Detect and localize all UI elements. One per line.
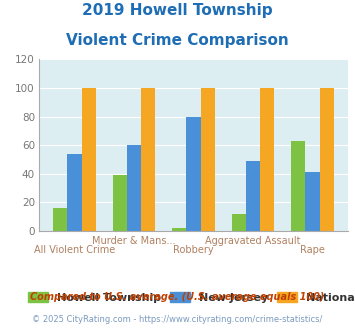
Text: Violent Crime Comparison: Violent Crime Comparison [66,33,289,48]
Bar [172,228,186,231]
Bar [186,116,201,231]
Text: 2019 Howell Township: 2019 Howell Township [82,3,273,18]
Bar [231,214,246,231]
Text: Rape: Rape [300,245,325,255]
Bar [141,88,155,231]
Text: © 2025 CityRating.com - https://www.cityrating.com/crime-statistics/: © 2025 CityRating.com - https://www.city… [32,315,323,324]
Bar [82,88,96,231]
Text: Robbery: Robbery [173,245,214,255]
Bar [305,172,320,231]
Text: All Violent Crime: All Violent Crime [34,245,115,255]
Bar [67,154,82,231]
Bar [201,88,215,231]
Text: Compared to U.S. average. (U.S. average equals 100): Compared to U.S. average. (U.S. average … [30,292,325,302]
Bar [53,208,67,231]
Bar [113,175,127,231]
Bar [127,145,141,231]
Bar [246,161,260,231]
Bar [320,88,334,231]
Legend: Howell Township, New Jersey, National: Howell Township, New Jersey, National [24,288,355,308]
Bar [291,141,305,231]
Bar [260,88,274,231]
